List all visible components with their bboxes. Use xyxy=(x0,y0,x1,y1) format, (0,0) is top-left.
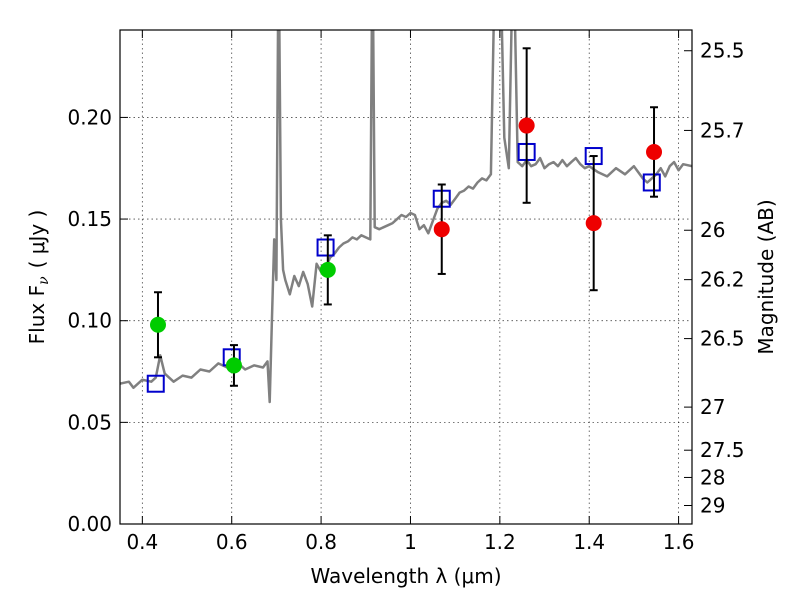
mag-tick-label: 25.5 xyxy=(700,39,745,63)
x-axis-label: Wavelength λ (μm) xyxy=(310,564,501,588)
mag-tick-label: 29 xyxy=(700,494,725,518)
y-axis-label-right: Magnitude (AB) xyxy=(754,199,778,354)
y-axis-label-text: Flux F xyxy=(25,285,49,344)
mag-tick-label: 27.5 xyxy=(700,438,745,462)
x-tick-label: 1.2 xyxy=(484,530,516,554)
svg-text:Flux Fν( μJy ): Flux Fν ( μJy ) xyxy=(25,210,52,345)
mag-tick-label: 27 xyxy=(700,395,725,419)
y-axis-label-unit: ( μJy ) xyxy=(25,210,49,269)
model-photometry-point xyxy=(146,374,165,393)
x-tick-label: 0.8 xyxy=(305,530,337,554)
mag-tick-label: 28 xyxy=(700,465,725,489)
observed-point xyxy=(149,316,166,333)
mag-tick-label: 26.2 xyxy=(700,268,745,292)
observed-point xyxy=(433,221,450,238)
y-tick-label: 0.05 xyxy=(67,410,112,434)
spectrum-line xyxy=(120,30,692,404)
plot-frame xyxy=(119,29,693,525)
observed-point xyxy=(585,215,602,232)
observed-point xyxy=(646,143,663,160)
plot-area xyxy=(120,30,692,404)
x-tick-label: 0.4 xyxy=(126,530,158,554)
mag-tick-label: 26 xyxy=(700,218,725,242)
x-tick-label: 1 xyxy=(404,530,417,554)
axes: 0.4 0.6 0.8 1 1.2 1.4 1.6 0.00 0.05 0.10 0.15 0.20 2… xyxy=(67,30,745,554)
observed-point xyxy=(319,261,336,278)
y-tick-label: 0.10 xyxy=(67,309,112,333)
y-axis-label-left: Flux Fν ( μJy ) xyxy=(25,210,52,345)
y-tick-label: 0.00 xyxy=(67,512,112,536)
y-tick-label: 0.20 xyxy=(67,105,112,129)
observed-point xyxy=(225,357,242,374)
mag-tick-label: 26.5 xyxy=(700,327,745,351)
x-tick-label: 0.6 xyxy=(216,530,248,554)
y-axis-label-subscript: ν xyxy=(36,276,52,285)
model-photometry-point xyxy=(316,238,335,257)
observed-point xyxy=(518,117,535,134)
y-tick-label: 0.15 xyxy=(67,207,112,231)
x-tick-label: 1.6 xyxy=(663,530,695,554)
grid xyxy=(120,30,692,525)
model-photometry-point xyxy=(642,173,661,192)
x-tick-label: 1.4 xyxy=(573,530,605,554)
mag-tick-label: 25.7 xyxy=(700,118,745,142)
